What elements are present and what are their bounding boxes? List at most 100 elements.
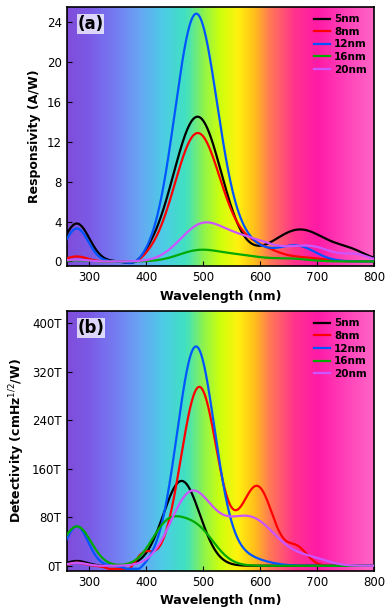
Bar	[276, 311, 277, 570]
Bar	[264, 7, 265, 266]
Bar	[275, 7, 276, 266]
Bar	[339, 311, 340, 570]
Bar	[131, 7, 132, 266]
Bar	[293, 7, 294, 266]
Bar	[200, 311, 201, 570]
Bar	[183, 311, 184, 570]
Bar	[208, 311, 209, 570]
Bar	[238, 311, 239, 570]
Bar	[100, 311, 102, 570]
Bar	[206, 311, 207, 570]
Bar	[347, 7, 348, 266]
Bar	[363, 311, 364, 570]
Bar	[75, 7, 76, 266]
Bar	[342, 7, 343, 266]
Bar	[90, 311, 91, 570]
Bar	[240, 7, 241, 266]
Bar	[177, 311, 178, 570]
Bar	[290, 311, 291, 570]
Bar	[216, 311, 217, 570]
Bar	[321, 311, 322, 570]
Bar	[210, 7, 211, 266]
Bar	[331, 7, 332, 266]
Bar	[97, 311, 98, 570]
Bar	[263, 311, 264, 570]
Bar	[329, 311, 330, 570]
Bar	[203, 311, 204, 570]
Bar	[202, 311, 203, 570]
Bar	[373, 7, 374, 266]
Bar	[318, 311, 319, 570]
Bar	[239, 7, 240, 266]
Bar	[100, 7, 102, 266]
Bar	[334, 311, 335, 570]
Bar	[201, 311, 202, 570]
Bar	[294, 7, 295, 266]
Bar	[222, 311, 223, 570]
Bar	[122, 7, 123, 266]
Bar	[187, 7, 189, 266]
Bar	[92, 7, 93, 266]
Bar	[235, 7, 236, 266]
Bar	[160, 7, 161, 266]
Bar	[82, 7, 83, 266]
Bar	[143, 311, 145, 570]
Bar	[261, 7, 262, 266]
Bar	[277, 7, 278, 266]
Bar	[158, 311, 159, 570]
Bar	[265, 311, 267, 570]
Bar	[74, 7, 75, 266]
Bar	[105, 311, 107, 570]
Bar	[224, 311, 225, 570]
Bar	[178, 311, 179, 570]
Bar	[215, 7, 216, 266]
Bar	[214, 311, 215, 570]
Bar	[171, 7, 172, 266]
Bar	[291, 7, 292, 266]
Bar	[131, 311, 132, 570]
Bar	[229, 311, 230, 570]
Bar	[282, 311, 283, 570]
Bar	[246, 7, 247, 266]
Bar	[340, 311, 341, 570]
Bar	[333, 311, 334, 570]
Bar	[198, 311, 199, 570]
Bar	[165, 311, 166, 570]
Bar	[303, 7, 304, 266]
Bar	[317, 311, 318, 570]
Bar	[318, 7, 319, 266]
Bar	[264, 311, 265, 570]
Bar	[134, 7, 135, 266]
Bar	[296, 311, 297, 570]
Bar	[248, 7, 249, 266]
Bar	[349, 7, 350, 266]
Bar	[205, 311, 206, 570]
Y-axis label: Responsivity (A/W): Responsivity (A/W)	[28, 70, 41, 203]
Bar	[154, 311, 155, 570]
Bar	[72, 7, 73, 266]
Bar	[182, 7, 183, 266]
Bar	[342, 311, 343, 570]
Bar	[174, 7, 175, 266]
Bar	[265, 7, 267, 266]
Bar	[169, 7, 170, 266]
Bar	[164, 311, 165, 570]
Bar	[224, 7, 225, 266]
Bar	[196, 7, 197, 266]
Bar	[270, 311, 272, 570]
Bar	[213, 7, 214, 266]
Bar	[230, 311, 232, 570]
Bar	[367, 7, 368, 266]
Bar	[243, 7, 244, 266]
Bar	[343, 311, 344, 570]
Bar	[139, 7, 140, 266]
Bar	[98, 311, 100, 570]
Bar	[171, 311, 172, 570]
Bar	[255, 311, 256, 570]
Bar	[297, 7, 298, 266]
Bar	[87, 311, 88, 570]
Bar	[357, 311, 358, 570]
Bar	[352, 311, 354, 570]
Bar	[162, 7, 163, 266]
Bar	[120, 311, 121, 570]
